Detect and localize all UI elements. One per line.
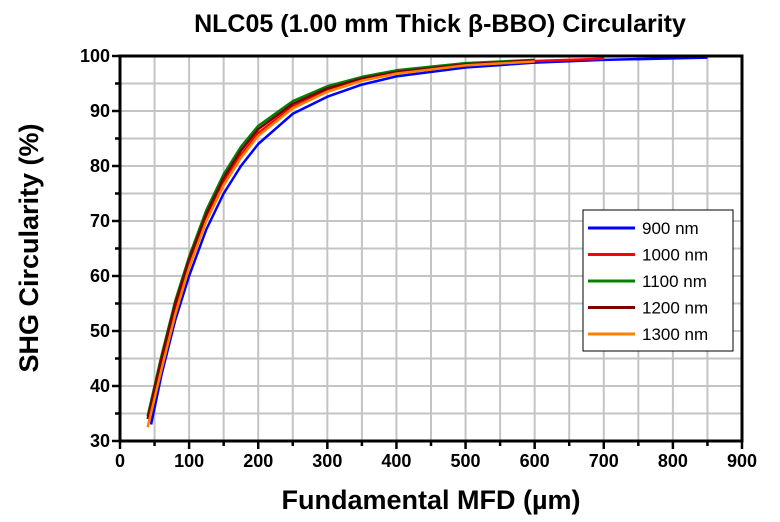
y-tick-label: 50 (90, 321, 110, 341)
legend-label: 900 nm (642, 219, 699, 238)
legend: 900 nm 1000 nm 1100 nm 1200 nm 1300 nm (582, 209, 734, 352)
x-tick-label: 200 (243, 451, 273, 471)
series-line-1100-nm (146, 58, 535, 417)
series-line-1300-nm (146, 60, 535, 428)
y-tick-label: 30 (90, 431, 110, 451)
x-tick-label: 700 (589, 451, 619, 471)
y-tick-label: 100 (80, 46, 110, 66)
y-tick-label: 80 (90, 156, 110, 176)
legend-label: 1000 nm (642, 246, 708, 265)
y-tick-label: 70 (90, 211, 110, 231)
x-tick-label: 500 (451, 451, 481, 471)
y-tick-label: 40 (90, 376, 110, 396)
y-tick-label: 60 (90, 266, 110, 286)
x-tick-label: 600 (520, 451, 550, 471)
series-line-900-nm (149, 56, 708, 425)
x-axis-label: Fundamental MFD (µm) (281, 485, 580, 515)
x-tick-label: 300 (312, 451, 342, 471)
legend-label: 1100 nm (642, 272, 707, 291)
series-line-1200-nm (146, 59, 535, 420)
x-tick-label: 100 (174, 451, 204, 471)
series-lines (146, 56, 708, 428)
x-tick-label: 400 (381, 451, 411, 471)
y-tick-label: 90 (90, 101, 110, 121)
y-axis-label: SHG Circularity (%) (14, 123, 44, 372)
chart-title: NLC05 (1.00 mm Thick β-BBO) Circularity (194, 10, 686, 38)
x-tick-label: 800 (658, 451, 688, 471)
axes: 0 100 200 300 400 500 600 700 800 900 30 40 50 60 70 80… (80, 46, 757, 471)
legend-label: 1200 nm (642, 299, 708, 318)
x-tick-label: 0 (115, 451, 125, 471)
x-tick-label: 900 (727, 451, 757, 471)
legend-label: 1300 nm (642, 325, 708, 344)
